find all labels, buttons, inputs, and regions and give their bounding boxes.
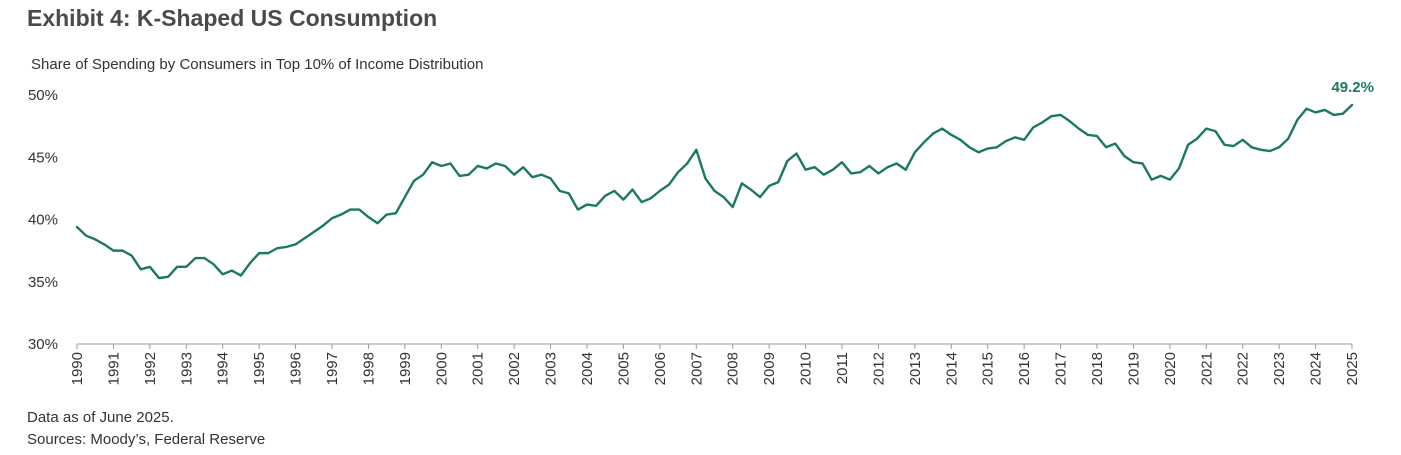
x-tick-label: 2008 bbox=[725, 352, 742, 385]
x-tick-label: 1998 bbox=[360, 352, 377, 385]
x-tick-label: 1997 bbox=[324, 352, 341, 385]
x-tick-label: 2017 bbox=[1053, 352, 1070, 385]
y-axis: 30% 35% 40% 45% 50% bbox=[28, 87, 58, 353]
x-tick-label: 2024 bbox=[1308, 352, 1325, 385]
x-tick-label: 1999 bbox=[397, 352, 414, 385]
x-tick-label: 2001 bbox=[470, 352, 487, 385]
y-tick-label: 40% bbox=[28, 212, 58, 229]
chart-subtitle: Share of Spending by Consumers in Top 10… bbox=[31, 56, 484, 73]
x-axis: 1990 1991 1992 1993 1994 1995 1996 1997 1998 1999… bbox=[69, 343, 1361, 385]
x-tick-label: 2020 bbox=[1162, 352, 1179, 385]
x-tick-label: 2000 bbox=[433, 352, 450, 385]
x-tick-label: 2013 bbox=[907, 352, 924, 385]
x-tick-label: 1990 bbox=[69, 352, 86, 385]
x-tick-label: 2007 bbox=[688, 352, 705, 385]
exhibit-title: Exhibit 4: K-Shaped US Consumption bbox=[27, 5, 438, 31]
x-tick-label: 2015 bbox=[980, 352, 997, 385]
x-tick-label: 2023 bbox=[1271, 352, 1288, 385]
x-tick-label: 2025 bbox=[1344, 352, 1361, 385]
plot-area: 49.2% bbox=[75, 79, 1374, 280]
x-tick-label: 1995 bbox=[251, 352, 268, 385]
x-tick-label: 1993 bbox=[178, 352, 195, 385]
data-date-note: Data as of June 2025. bbox=[27, 409, 174, 426]
x-tick-label: 2022 bbox=[1235, 352, 1252, 385]
sources-note: Sources: Moody’s, Federal Reserve bbox=[27, 431, 266, 448]
x-tick-label: 2012 bbox=[870, 352, 887, 385]
end-value-label: 49.2% bbox=[1331, 79, 1374, 96]
y-tick-label: 50% bbox=[28, 87, 58, 104]
y-tick-label: 45% bbox=[28, 149, 58, 166]
x-tick-label: 2003 bbox=[543, 352, 560, 385]
x-tick-label: 2006 bbox=[652, 352, 669, 385]
x-tick-label: 2002 bbox=[506, 352, 523, 385]
x-tick-label: 1992 bbox=[142, 352, 159, 385]
y-tick-label: 30% bbox=[28, 336, 58, 353]
x-tick-label: 2014 bbox=[943, 352, 960, 385]
series-line bbox=[75, 103, 1354, 280]
x-tick-label: 2010 bbox=[798, 352, 815, 385]
x-tick-label: 2005 bbox=[615, 352, 632, 385]
x-tick-label: 1994 bbox=[215, 352, 232, 385]
y-tick-label: 35% bbox=[28, 274, 58, 291]
x-tick-label: 2021 bbox=[1198, 352, 1215, 385]
x-tick-label: 1991 bbox=[105, 352, 122, 385]
x-tick-label: 2019 bbox=[1125, 352, 1142, 385]
x-tick-label: 2009 bbox=[761, 352, 778, 385]
x-tick-label: 1996 bbox=[288, 352, 305, 385]
x-tick-label: 2004 bbox=[579, 352, 596, 385]
x-tick-label: 2016 bbox=[1016, 352, 1033, 385]
x-tick-label: 2018 bbox=[1089, 352, 1106, 385]
x-tick-label: 2011 bbox=[834, 352, 851, 384]
